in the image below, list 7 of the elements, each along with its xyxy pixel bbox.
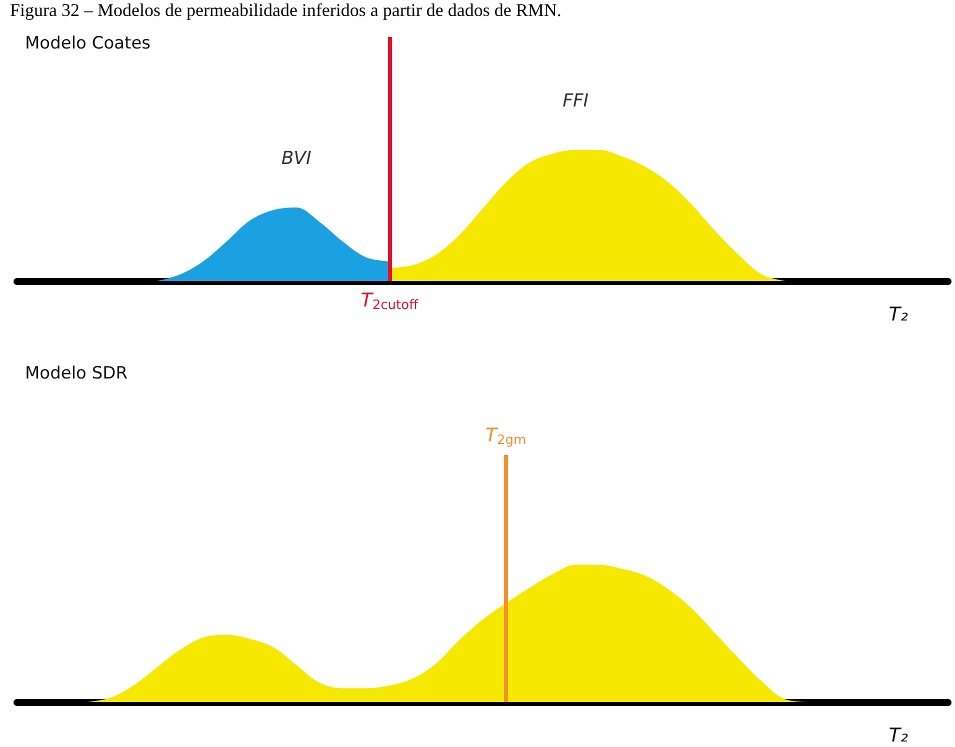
text: BVI — [281, 148, 312, 170]
text: Figura 32 – Modelos de permeabilidade inferidos a partir de dados de RMN. — [10, 0, 562, 22]
chart-title: Modelo Coates — [25, 34, 151, 54]
x-axis-title: T₂ — [888, 724, 908, 746]
x-axis-title: T₂ — [888, 304, 908, 326]
chart-title: Modelo SDR — [25, 364, 128, 384]
text: FFI — [562, 90, 589, 112]
